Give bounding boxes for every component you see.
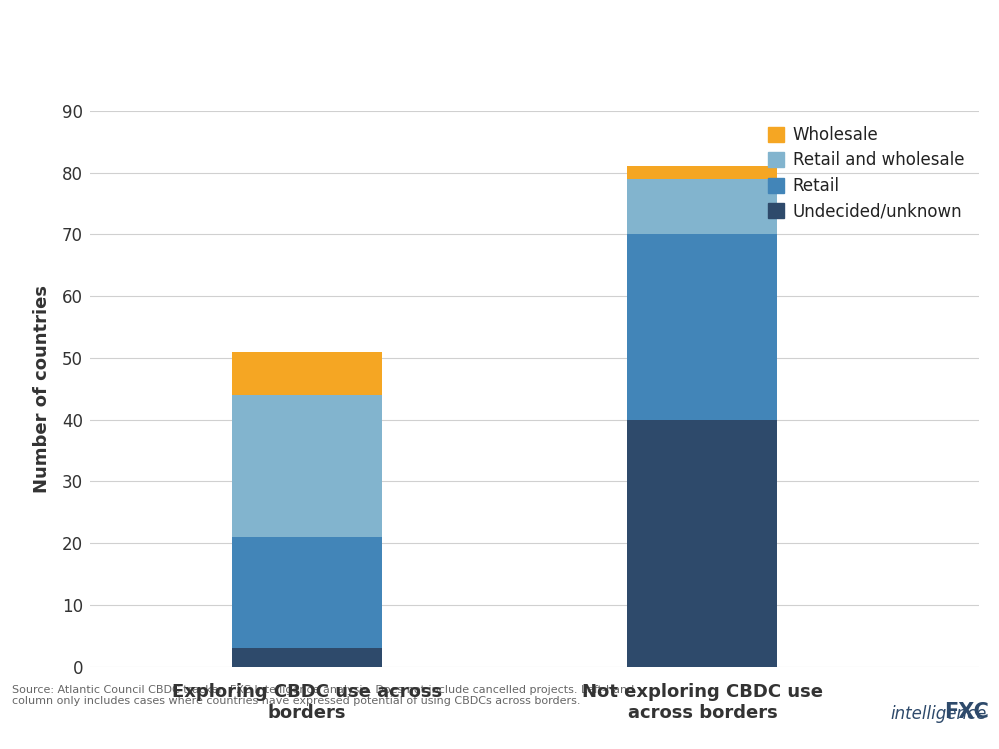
Bar [232, 537, 383, 648]
Bar [232, 648, 383, 667]
Bar [232, 352, 383, 395]
Bar [627, 419, 777, 667]
Y-axis label: Number of countries: Number of countries [33, 285, 51, 493]
Bar [627, 234, 777, 419]
Legend: Wholesale, Retail and wholesale, Retail, Undecided/unknown: Wholesale, Retail and wholesale, Retail,… [761, 119, 971, 227]
Text: FXC: FXC [944, 702, 989, 722]
Text: 39% of countries exploring CBDCs have cross-border motives: 39% of countries exploring CBDCs have cr… [12, 22, 802, 45]
Text: Number of countries developing CBDCs, split by cross-border use and focus: Number of countries developing CBDCs, sp… [12, 77, 642, 95]
Text: Source: Atlantic Council CBDC tracker, FXC Intelligence analysis. Does not inclu: Source: Atlantic Council CBDC tracker, F… [12, 685, 634, 706]
Bar [627, 166, 777, 179]
Bar [232, 395, 383, 537]
Text: intelligence: intelligence [891, 706, 987, 724]
Bar [627, 179, 777, 234]
